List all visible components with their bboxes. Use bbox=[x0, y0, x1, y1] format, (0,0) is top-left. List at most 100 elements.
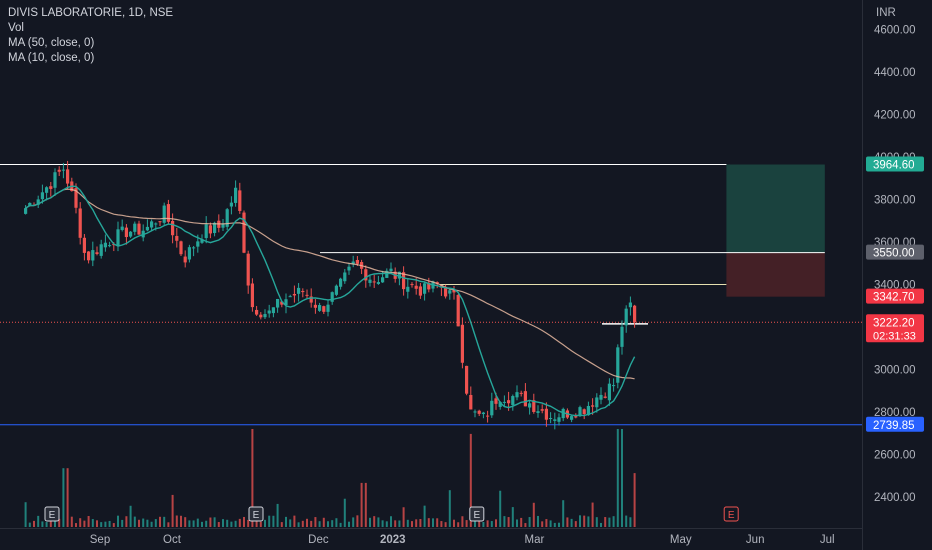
candle-body bbox=[246, 253, 250, 286]
candle-body bbox=[586, 405, 590, 416]
volume-bar bbox=[591, 502, 594, 527]
candle-body bbox=[166, 204, 170, 222]
candle-body bbox=[309, 296, 313, 303]
x-tick-label: Oct bbox=[163, 534, 182, 546]
volume-bar bbox=[24, 502, 27, 527]
volume-bar bbox=[226, 519, 229, 527]
volume-bar bbox=[314, 517, 317, 527]
candle-body bbox=[570, 416, 574, 420]
candle-body bbox=[229, 202, 233, 207]
volume-bar bbox=[184, 517, 187, 527]
candle-body bbox=[595, 397, 599, 408]
legend-ma10[interactable]: MA (10, close, 0) bbox=[8, 52, 95, 64]
legend-volume[interactable]: Vol bbox=[8, 22, 24, 34]
candle-body bbox=[171, 221, 175, 236]
volume-bar bbox=[621, 429, 623, 527]
candle-body bbox=[427, 282, 431, 290]
candle-body bbox=[402, 272, 406, 290]
volume-bar bbox=[188, 520, 191, 527]
volume-bar bbox=[608, 517, 611, 527]
earnings-marker-label: E bbox=[473, 510, 480, 521]
candle-body bbox=[334, 285, 338, 295]
volume-bar bbox=[440, 521, 443, 527]
candle-body bbox=[498, 402, 502, 407]
candle-body bbox=[40, 192, 44, 200]
legend-ma50[interactable]: MA (50, close, 0) bbox=[8, 37, 95, 49]
volume-bar bbox=[427, 518, 430, 527]
x-axis: Sep Oct Dec 2023 Mar May Jun Jul bbox=[90, 534, 835, 546]
candle-body bbox=[389, 268, 393, 272]
volume-bar bbox=[356, 515, 359, 527]
volume-bar bbox=[625, 515, 628, 527]
legend-symbol[interactable]: DIVIS LABORATORIE, 1D, NSE bbox=[8, 7, 174, 19]
candle-body bbox=[36, 199, 40, 205]
candle-body bbox=[28, 202, 32, 206]
price-label: 3550.00 bbox=[873, 248, 915, 260]
volume-bar bbox=[108, 520, 111, 527]
candle-body bbox=[591, 405, 595, 407]
volume-bar bbox=[268, 515, 271, 527]
volume-bar bbox=[322, 517, 325, 527]
volume-bar bbox=[154, 519, 157, 527]
earnings-marker-label: E bbox=[728, 510, 735, 521]
volume-bar bbox=[293, 515, 296, 527]
candle-body bbox=[326, 304, 330, 312]
volume-bar bbox=[318, 521, 321, 527]
volume-bar bbox=[503, 516, 506, 527]
candle-body bbox=[423, 283, 427, 294]
y-tick-label: 2600.00 bbox=[874, 450, 916, 462]
candle-body bbox=[452, 289, 456, 293]
candle-body bbox=[162, 205, 166, 223]
volume-bar bbox=[297, 522, 300, 527]
volume-bar bbox=[104, 521, 107, 527]
volume-bar bbox=[150, 521, 153, 527]
volume-bar bbox=[406, 519, 409, 527]
volume-bar bbox=[222, 519, 224, 527]
price-label-bg bbox=[866, 156, 924, 172]
volume-bar bbox=[327, 521, 329, 527]
candle-body bbox=[540, 409, 544, 411]
volume-bar bbox=[129, 505, 132, 527]
volume-bar bbox=[87, 516, 90, 527]
volume-bar bbox=[465, 520, 468, 527]
earnings-marker bbox=[723, 506, 739, 522]
candle-body bbox=[208, 225, 212, 234]
price-label: 2739.85 bbox=[873, 420, 915, 432]
volume-bar bbox=[205, 520, 208, 527]
candle-body bbox=[225, 209, 229, 227]
volume-bar bbox=[390, 516, 392, 527]
candle-body bbox=[532, 400, 536, 412]
candle-body bbox=[628, 302, 632, 308]
candle-body bbox=[145, 226, 149, 231]
volume-bar bbox=[385, 521, 388, 527]
volume-bar bbox=[541, 521, 544, 527]
candle-body bbox=[78, 208, 82, 238]
volume-bar bbox=[537, 515, 539, 527]
volume-bar bbox=[100, 522, 103, 527]
volume-bar bbox=[289, 519, 292, 527]
candle-body bbox=[633, 305, 637, 323]
volume-bar bbox=[411, 521, 413, 527]
position-stop-zone bbox=[726, 252, 825, 297]
candle-body bbox=[385, 270, 389, 278]
candle-body bbox=[536, 411, 540, 413]
candle-body bbox=[305, 294, 309, 296]
price-countdown: 02:31:33 bbox=[873, 330, 916, 342]
y-tick-label: 4400.00 bbox=[874, 67, 916, 79]
candle-body bbox=[490, 400, 494, 416]
volume-bar bbox=[112, 523, 115, 527]
volume-bar bbox=[558, 522, 560, 527]
volume-bar bbox=[545, 519, 548, 527]
volume-bar bbox=[96, 520, 98, 527]
volume-bar bbox=[612, 516, 615, 527]
candle-body bbox=[74, 188, 78, 208]
price-label: 3342.70 bbox=[873, 292, 915, 304]
candle-body bbox=[414, 285, 418, 289]
candle-body bbox=[263, 314, 267, 318]
volume-bar bbox=[196, 518, 199, 527]
candle-body bbox=[158, 221, 162, 223]
volume-bar bbox=[285, 516, 287, 527]
volume-bar bbox=[570, 518, 573, 527]
volume-bar bbox=[574, 521, 577, 527]
